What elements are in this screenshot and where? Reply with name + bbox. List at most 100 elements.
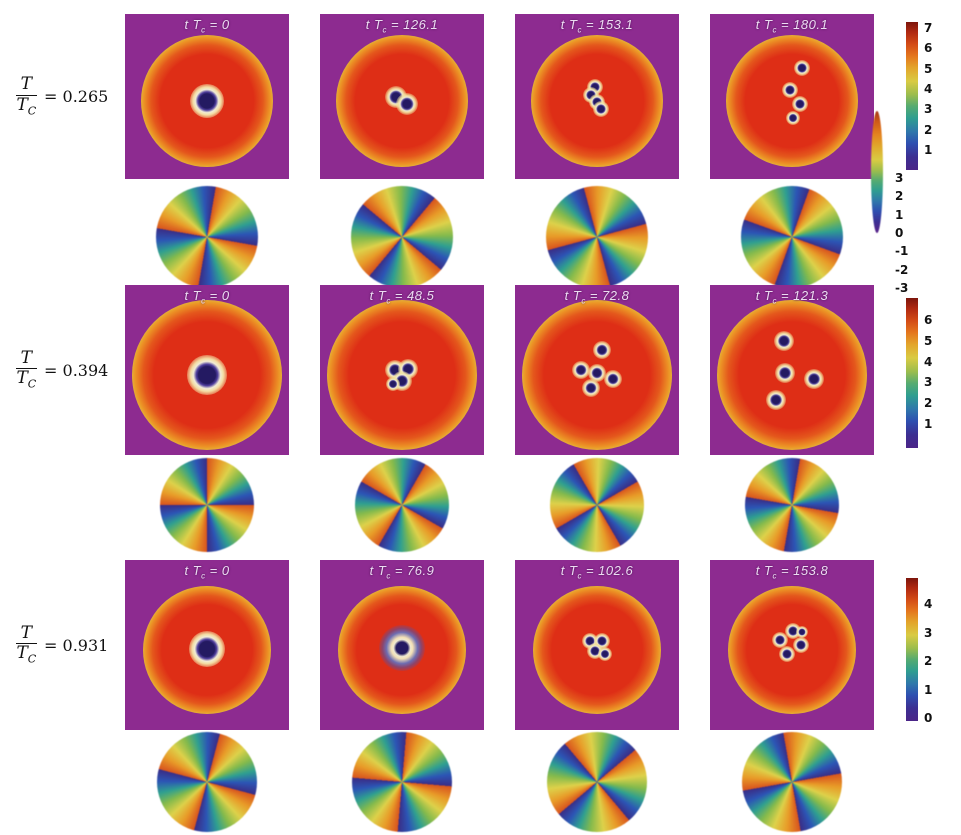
panel-time-label: t Tc = 76.9 — [320, 563, 484, 581]
vortex-core — [795, 626, 808, 639]
vortex-core — [793, 637, 810, 653]
phase-pinwheel — [156, 186, 258, 288]
density-panel: t Tc = 48.5 — [320, 285, 484, 455]
vortex-core — [592, 341, 611, 360]
vortex-core — [771, 631, 788, 648]
phase-pinwheel — [546, 186, 648, 288]
panel-time-label: t Tc = 126.1 — [320, 17, 484, 35]
time-value: = 0 — [209, 17, 230, 32]
colorbar-phase: 3 2 1 0 -1 -2 -3 — [871, 111, 908, 295]
vortex-core — [804, 369, 825, 390]
time-variable-text: t T — [564, 288, 582, 303]
time-value: = 153.8 — [780, 563, 829, 578]
denominator-subscript: C — [27, 652, 37, 666]
vortex-core — [582, 378, 601, 397]
vortex-core — [785, 110, 800, 125]
colorbar-tick-label: 2 — [924, 654, 933, 668]
time-variable-subscript: c — [577, 25, 582, 35]
time-variable-subscript: c — [382, 25, 387, 35]
panel-time-label: t Tc = 72.8 — [515, 288, 679, 306]
phase-pinwheel — [745, 458, 839, 552]
time-variable-text: t T — [755, 17, 773, 32]
fraction-numerator: T — [15, 75, 38, 96]
time-value: = 0 — [209, 288, 230, 303]
colorbar-tick-label: 1 — [924, 682, 933, 697]
temperature-value: = 0.931 — [44, 635, 109, 655]
time-value: = 180.1 — [780, 17, 829, 32]
panel-time-label: t Tc = 180.1 — [710, 17, 874, 35]
time-variable-text: t T — [369, 563, 387, 578]
time-variable: t Tc — [370, 288, 391, 306]
row-temperature-label: T TC = 0.931 — [4, 615, 120, 675]
time-variable-text: t T — [365, 17, 383, 32]
temperature-fraction: T TC — [15, 75, 38, 117]
time-variable-subscript: c — [772, 296, 777, 306]
vortex-core — [379, 624, 425, 671]
time-variable-subscript: c — [201, 296, 206, 306]
row-temperature-label: T TC = 0.394 — [4, 340, 120, 400]
colorbar-tick-label: 6 — [924, 313, 933, 327]
colorbar-tick-label: 1 — [895, 207, 904, 222]
denominator-symbol: T — [16, 368, 28, 389]
density-panel: t Tc = 76.9 — [320, 560, 484, 730]
colorbar-density-row2: 6 5 4 3 2 1 — [906, 298, 932, 448]
colorbar-tick-label: 1 — [924, 143, 933, 157]
vortex-core — [572, 361, 591, 379]
vortex-core — [190, 84, 224, 119]
colorbar-tick-label: 3 — [924, 102, 933, 117]
time-variable: t Tc — [369, 563, 391, 581]
phase-pinwheel — [547, 732, 647, 832]
denominator-symbol: T — [16, 643, 28, 664]
colorbar-tick-label: 2 — [895, 189, 904, 204]
colorbar-density-row1: 7 6 5 4 3 2 1 — [906, 21, 932, 170]
colorbar-density-row1-gradient — [906, 22, 918, 170]
temperature-fraction: T TC — [15, 624, 38, 666]
colorbar-tick-label: 4 — [924, 82, 933, 96]
vortex-core — [792, 95, 809, 112]
colorbar-tick-label: 3 — [924, 375, 933, 390]
vortex-core — [782, 81, 799, 98]
condensate-disk — [726, 35, 858, 168]
time-variable-text: t T — [184, 17, 202, 32]
fraction-denominator: TC — [16, 368, 36, 391]
time-value: = 76.9 — [394, 563, 435, 578]
time-variable-subscript: c — [201, 25, 206, 35]
vortex-core — [385, 376, 400, 391]
colorbar-phase-gradient — [871, 111, 883, 233]
time-variable: t Tc — [184, 288, 206, 306]
phase-pinwheel — [355, 458, 449, 552]
temperature-value: = 0.265 — [44, 87, 109, 106]
fraction-numerator: T — [15, 349, 38, 370]
colorbar-tick-label: 1 — [924, 417, 933, 431]
colorbar-tick-label: 3 — [924, 625, 933, 640]
time-variable: t Tc — [561, 563, 582, 581]
phase-pinwheel — [352, 732, 452, 832]
time-value: = 121.3 — [780, 288, 829, 303]
colorbar-tick-label: 2 — [924, 396, 933, 411]
time-variable-text: t T — [560, 17, 578, 32]
colorbar-tick-label: -1 — [895, 244, 909, 259]
panel-time-label: t Tc = 48.5 — [320, 288, 484, 306]
panel-time-label: t Tc = 0 — [125, 17, 289, 35]
density-panel: t Tc = 0 — [125, 14, 289, 179]
phase-pinwheel — [741, 186, 843, 288]
time-variable-subscript: c — [201, 571, 206, 581]
colorbar-tick-label: 4 — [924, 597, 933, 611]
vortex-core — [793, 60, 810, 77]
density-panel: t Tc = 126.1 — [320, 14, 484, 179]
colorbar-tick-label: -3 — [895, 281, 909, 295]
time-variable-subscript: c — [581, 296, 586, 306]
time-value: = 72.8 — [589, 288, 630, 303]
density-panel: t Tc = 153.8 — [710, 560, 874, 730]
colorbar-tick-label: -2 — [895, 262, 909, 277]
time-value: = 126.1 — [390, 17, 439, 32]
colorbar-tick-label: 0 — [895, 226, 904, 240]
panel-time-label: t Tc = 102.6 — [515, 563, 679, 581]
vortex-core — [604, 370, 623, 389]
phase-pinwheel — [160, 458, 254, 552]
panel-time-label: t Tc = 0 — [125, 563, 289, 581]
vortex-core — [765, 389, 786, 410]
time-variable: t Tc — [184, 17, 206, 35]
colorbar-density-row3: 4 3 2 1 0 — [906, 578, 932, 725]
